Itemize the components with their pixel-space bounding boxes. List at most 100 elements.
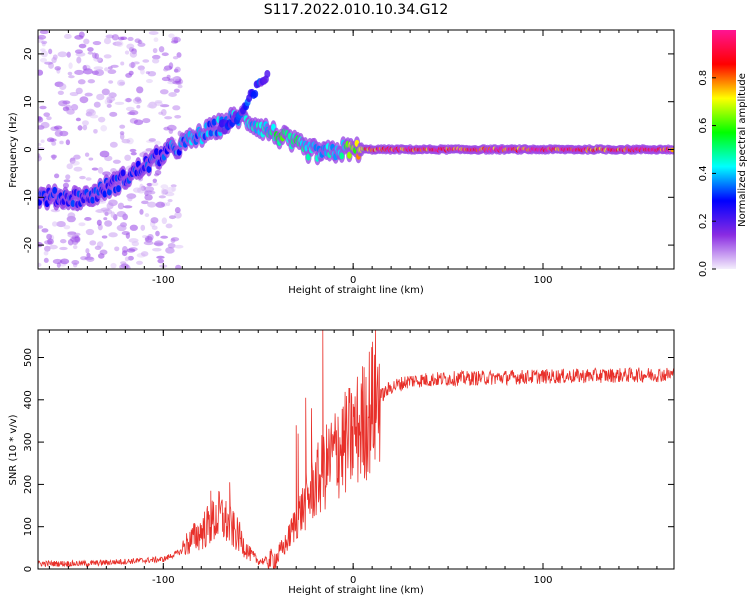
noise-blob xyxy=(78,31,85,38)
noise-blob xyxy=(87,79,96,84)
noise-blob xyxy=(38,155,42,162)
noise-blob xyxy=(124,98,133,103)
noise-blob xyxy=(163,67,169,72)
noise-blob xyxy=(92,52,97,59)
ridge-core xyxy=(106,188,112,196)
noise-blob xyxy=(104,67,109,72)
noise-blob xyxy=(51,57,57,64)
noise-blob xyxy=(52,258,63,265)
noise-blob xyxy=(170,40,179,44)
noise-blob xyxy=(75,117,81,122)
noise-blob xyxy=(146,182,153,187)
noise-blob xyxy=(110,262,117,269)
noise-blob xyxy=(166,201,171,207)
noise-blob xyxy=(38,225,44,229)
noise-blob xyxy=(142,118,151,124)
noise-blob xyxy=(176,52,182,58)
noise-blob xyxy=(117,202,125,210)
noise-blob xyxy=(152,247,162,252)
noise-blob xyxy=(170,238,176,243)
x-tick-label: -100 xyxy=(152,575,175,586)
noise-blob xyxy=(160,184,169,189)
noise-blob xyxy=(66,108,75,115)
noise-blob xyxy=(134,96,142,102)
noise-blob xyxy=(108,232,118,238)
branch-blob xyxy=(264,69,271,78)
colorbar: 0.0 0.2 0.4 0.6 0.8 Normalized spectral ampl… xyxy=(698,30,748,277)
noise-blob xyxy=(145,79,153,84)
noise-blob xyxy=(140,251,149,257)
noise-blob xyxy=(53,173,60,179)
noise-blob xyxy=(107,66,113,70)
noise-blob xyxy=(82,120,89,126)
noise-blob xyxy=(109,141,118,148)
noise-blob xyxy=(153,37,159,43)
noise-blob xyxy=(85,228,95,236)
noise-blob xyxy=(103,217,108,221)
x-tick-label: 0 xyxy=(350,575,356,586)
noise-blob xyxy=(148,138,156,142)
noise-blob xyxy=(79,175,86,180)
noise-blob xyxy=(99,249,108,255)
noise-blob xyxy=(40,48,46,52)
noise-blob xyxy=(51,221,58,227)
noise-blob xyxy=(161,188,166,196)
noise-blob xyxy=(51,154,56,161)
noise-blob xyxy=(38,69,44,76)
noise-blob xyxy=(75,87,83,95)
snr-frame xyxy=(37,329,675,570)
y-tick-label: -10 xyxy=(23,189,34,205)
noise-blob xyxy=(128,62,136,68)
noise-blob xyxy=(57,51,68,58)
noise-blob xyxy=(65,139,71,146)
ridge-core xyxy=(339,152,345,160)
noise-blob xyxy=(112,159,121,164)
noise-blob xyxy=(168,128,174,134)
noise-blob xyxy=(160,108,167,116)
noise-blob xyxy=(43,112,51,117)
noise-blob xyxy=(129,224,138,231)
noise-blob xyxy=(125,264,131,269)
noise-blob xyxy=(159,89,169,95)
noise-blob xyxy=(142,59,150,63)
noise-blob xyxy=(145,71,151,75)
noise-blob xyxy=(87,51,94,55)
noise-blob xyxy=(83,38,90,45)
noise-blob xyxy=(172,105,181,111)
y-tick-label: 500 xyxy=(23,348,34,367)
noise-blob xyxy=(170,249,175,253)
noise-blob xyxy=(40,121,50,129)
noise-blob xyxy=(129,148,137,153)
noise-blob xyxy=(175,264,182,269)
noise-blob xyxy=(79,96,89,104)
noise-blob xyxy=(158,46,165,53)
noise-blob xyxy=(139,208,144,215)
y-tick-label: 200 xyxy=(23,475,34,494)
noise-blob xyxy=(48,48,53,55)
noise-blob xyxy=(144,194,153,201)
y-tick-label: 20 xyxy=(23,48,34,61)
noise-blob xyxy=(48,244,58,250)
snr-x-axis-label: Height of straight line (km) xyxy=(288,585,424,596)
noise-blob xyxy=(111,34,119,41)
y-tick-label: 300 xyxy=(23,433,34,452)
noise-blob xyxy=(58,83,67,91)
noise-blob xyxy=(101,88,110,96)
noise-blob xyxy=(120,36,128,41)
noise-blob xyxy=(160,235,169,239)
noise-blob xyxy=(100,207,110,212)
noise-blob xyxy=(177,84,183,89)
noise-blob xyxy=(110,211,116,218)
noise-blob xyxy=(116,224,127,232)
noise-blob xyxy=(96,209,103,213)
noise-blob xyxy=(159,104,170,108)
noise-blob xyxy=(109,111,118,117)
noise-blob xyxy=(40,50,48,58)
noise-blob xyxy=(151,182,159,187)
noise-blob xyxy=(46,233,52,240)
noise-blob xyxy=(72,244,78,250)
noise-blob xyxy=(167,199,173,203)
x-tick-label: -100 xyxy=(152,275,175,286)
noise-blob xyxy=(86,252,91,258)
